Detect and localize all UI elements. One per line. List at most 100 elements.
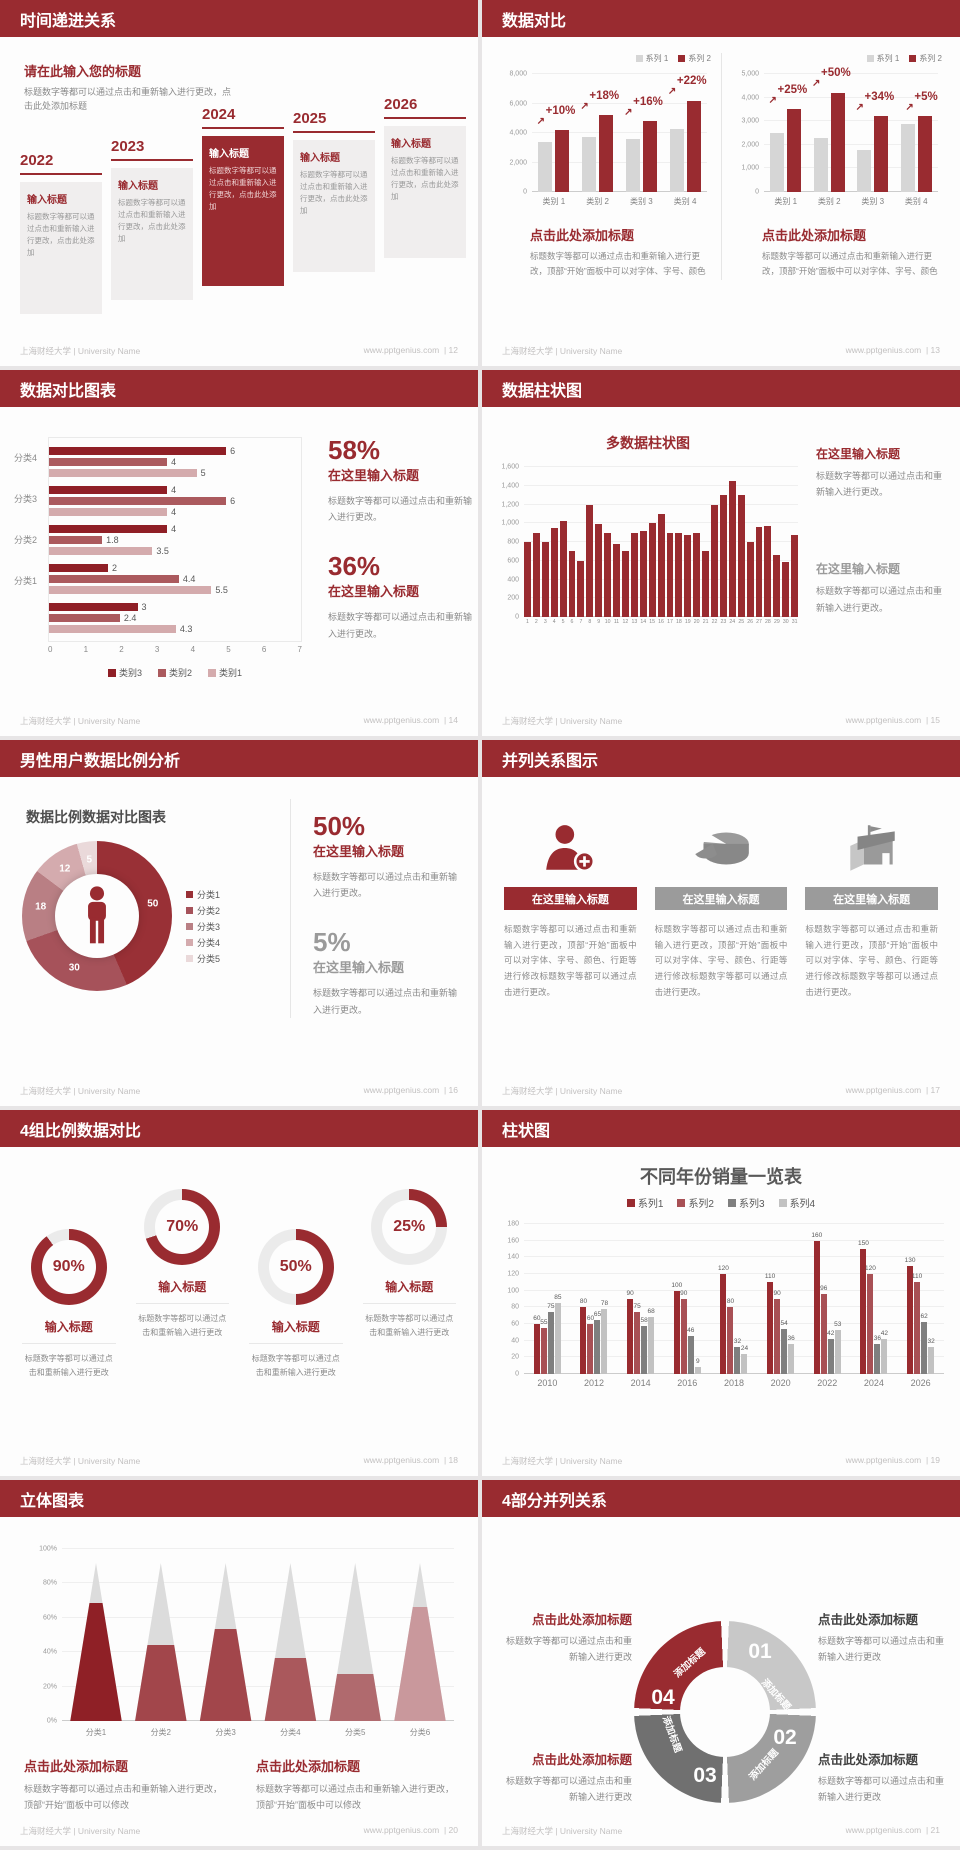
ring-body: 标题数字等都可以通过点击和重新输入进行更改 (251, 1354, 340, 1377)
y-axis-tick: 140 (507, 1253, 519, 1261)
stat-title: 在这里输入标题 (328, 468, 420, 483)
bar-group: 120 80 32 24 (718, 1224, 749, 1374)
bar (666, 532, 674, 617)
slide-male-user-analysis[interactable]: 男性用户数据比例分析 数据比例数据对比图表 (0, 740, 478, 1106)
x-axis-label: 10 (604, 619, 611, 625)
bar: 100 (671, 1282, 682, 1374)
text-panel: 在这里输入标题 标题数字等都可以通过点击和重新输入进行更改。 在这里输入标题 标… (798, 433, 946, 625)
slide-header: 时间递进关系 (0, 0, 478, 37)
block-body: 标题数字等都可以通过点击和重新输入进行更改，顶部“开始”面板中可以修改 (256, 1784, 455, 1811)
stat-body: 标题数字等都可以通过点击和重新输入进行更改。 (313, 872, 458, 899)
slice-label: 50 (147, 898, 159, 910)
y-axis-tick: 5,000 (741, 70, 759, 78)
timeline-year: 2026 (384, 96, 418, 113)
block-body: 标题数字等都可以通过点击和重新输入进行更改 (505, 1636, 632, 1663)
bar-value-label: 3 (141, 601, 147, 612)
card-body: 标题数字等都可以通过点击和重新输入进行更改，点击此处添加 (27, 212, 95, 257)
category-label: 2016 (677, 1378, 698, 1388)
category-label: 类别 2 (586, 197, 609, 206)
bar: 78 (601, 1300, 608, 1374)
x-axis-label: 11 (613, 619, 620, 625)
slide-parallel-relationship[interactable]: 并列关系图示 在这里输入标题 标题数字等都可以通过点击和重新输入进行更改，顶部“… (482, 740, 960, 1106)
y-axis-tick: 80 (511, 1303, 519, 1311)
column-title-bar: 在这里输入标题 (805, 887, 939, 910)
category-label: 分类1 (85, 1728, 107, 1737)
plot-area: 1,600 1,400 1,200 1,000 800 600 400 200 0 (501, 464, 799, 621)
ring-percent-label: 90% (52, 1258, 85, 1275)
bar: 36 (787, 1335, 795, 1374)
block-title: 点击此处添加标题 (531, 1753, 632, 1767)
category-label: 2018 (723, 1378, 744, 1388)
bar-value-label: 46 (687, 1326, 695, 1334)
slide-header: 柱状图 (482, 1110, 960, 1147)
bar (693, 532, 701, 617)
bar: 75 (634, 1303, 641, 1374)
category-label: 分类2 (150, 1728, 172, 1737)
block-title: 在这里输入标题 (816, 447, 901, 461)
chart-legend: 分类1 分类2 分类3 分类4 分类5 (186, 885, 220, 991)
bar (657, 513, 665, 617)
bar (49, 446, 227, 455)
bar (568, 551, 576, 617)
slide-four-part-relationship[interactable]: 4部分并列关系 01 添加标题 02 添加标题 03 添加标题 04 添加标题 点击此处添加标… (482, 1480, 960, 1846)
bar (830, 92, 845, 192)
bar-group: 80 60 65 78 (580, 1224, 608, 1374)
bar-value-label: 58 (640, 1316, 648, 1324)
bar (49, 535, 103, 544)
bar (787, 109, 802, 192)
bar (686, 100, 701, 192)
category-label: 2010 (537, 1378, 558, 1388)
shop-building-icon (805, 811, 938, 887)
bar-value-label: 24 (740, 1345, 749, 1352)
slide-header: 4组比例数据对比 (0, 1110, 478, 1147)
y-axis-tick: 3,000 (741, 117, 759, 125)
arrow-icon: ↗ (812, 78, 821, 90)
slide-comparison-chart[interactable]: 数据对比图表 分类4 分类3 分类2 分类1 6 4 5 4 6 4 4 1.8 3.5 2 4.4 5.5… (0, 370, 478, 736)
bar (874, 116, 889, 192)
progress-ring: 50% (257, 1229, 334, 1305)
slide-time-progression[interactable]: 时间递进关系 请在此输入您的标题 标题数字等都可以通过点击和重新输入进行更改，点… (0, 0, 478, 366)
ring-body: 标题数字等都可以通过点击和重新输入进行更改 (24, 1354, 113, 1377)
slide-header: 数据对比图表 (0, 370, 478, 407)
category-label: 2022 (817, 1378, 838, 1388)
category-label: 类别 3 (861, 197, 885, 206)
bar (755, 527, 763, 617)
x-axis-ticks: 0 1 2 3 4 5 6 7 (48, 645, 302, 654)
footer-page: www.pptgenius.com | 14 (363, 715, 458, 725)
slide-yearly-sales-chart[interactable]: 柱状图 不同年份销量一览表 系列1 系列2 系列3 系列4 180 160 140 120 1… (482, 1110, 960, 1476)
block-title: 点击此处添加标题 (818, 1753, 919, 1767)
y-axis-tick: 1,400 (501, 482, 519, 490)
chart-legend: 系列 1 系列 2 (530, 53, 711, 64)
x-axis-label: 18 (675, 619, 682, 625)
legend-item: 系列2 (677, 1195, 714, 1210)
stat-block: 50% 在这里输入标题 标题数字等都可以通过点击和重新输入进行更改。 (313, 813, 464, 901)
bar: 130 (905, 1257, 916, 1374)
slide-title: 立体图表 (20, 1492, 85, 1510)
bar (49, 457, 168, 466)
slide-four-ratio-comparison[interactable]: 4组比例数据对比 90% 输入标题 标题数字等都可以通过点击和重新输入进行更改 70%… (0, 1110, 478, 1476)
column-body: 标题数字等都可以通过点击和重新输入进行更改，顶部“开始”面板中可以对字体、字号、… (805, 924, 939, 997)
card-title: 输入标题 (391, 139, 431, 150)
bar-chart: 8,000 6,000 4,000 2,000 0 +10% ↗ +18% ↗ +16% ↗ +22%… (509, 71, 707, 207)
slide-column-chart[interactable]: 数据柱状图 多数据柱状图 1,600 1,400 1,200 1,000 800 600 4… (482, 370, 960, 736)
parallel-column: 在这里输入标题 标题数字等都可以通过点击和重新输入进行更改，顶部“开始”面板中可… (654, 811, 788, 1001)
y-axis-tick: 180 (507, 1220, 519, 1228)
y-axis-tick: 1,000 (501, 519, 519, 527)
bar-value-label: 6 (230, 445, 236, 456)
bar: 32 (734, 1338, 741, 1374)
category-label: 分类5 (344, 1728, 366, 1737)
y-axis-tick: 0 (523, 188, 527, 196)
card-body: 标题数字等都可以通过点击和重新输入进行更改，点击此处添加 (209, 166, 277, 211)
legend-item: 分类3 (186, 920, 220, 933)
slide-title: 数据柱状图 (502, 382, 583, 400)
bar: 110 (912, 1273, 922, 1374)
bar (613, 543, 620, 617)
bar: 160 (811, 1232, 822, 1374)
bar-group: +50% ↗ (812, 67, 851, 192)
group-labels: 分类4 分类3 分类2 分类1 (14, 437, 48, 642)
slide-title: 并列关系图示 (502, 752, 599, 770)
slide-data-comparison[interactable]: 数据对比 系列 1 系列 2 8,000 6,000 4,000 2,000 0 +10% ↗… (482, 0, 960, 366)
slide-3d-chart[interactable]: 立体图表 100% 80% 60% 40% 20% 0% 分类1 分类2 分类3 分类4 分类5 分… (0, 1480, 478, 1846)
y-axis-tick: 2,000 (509, 159, 527, 166)
footer-page: www.pptgenius.com | 15 (845, 715, 940, 725)
